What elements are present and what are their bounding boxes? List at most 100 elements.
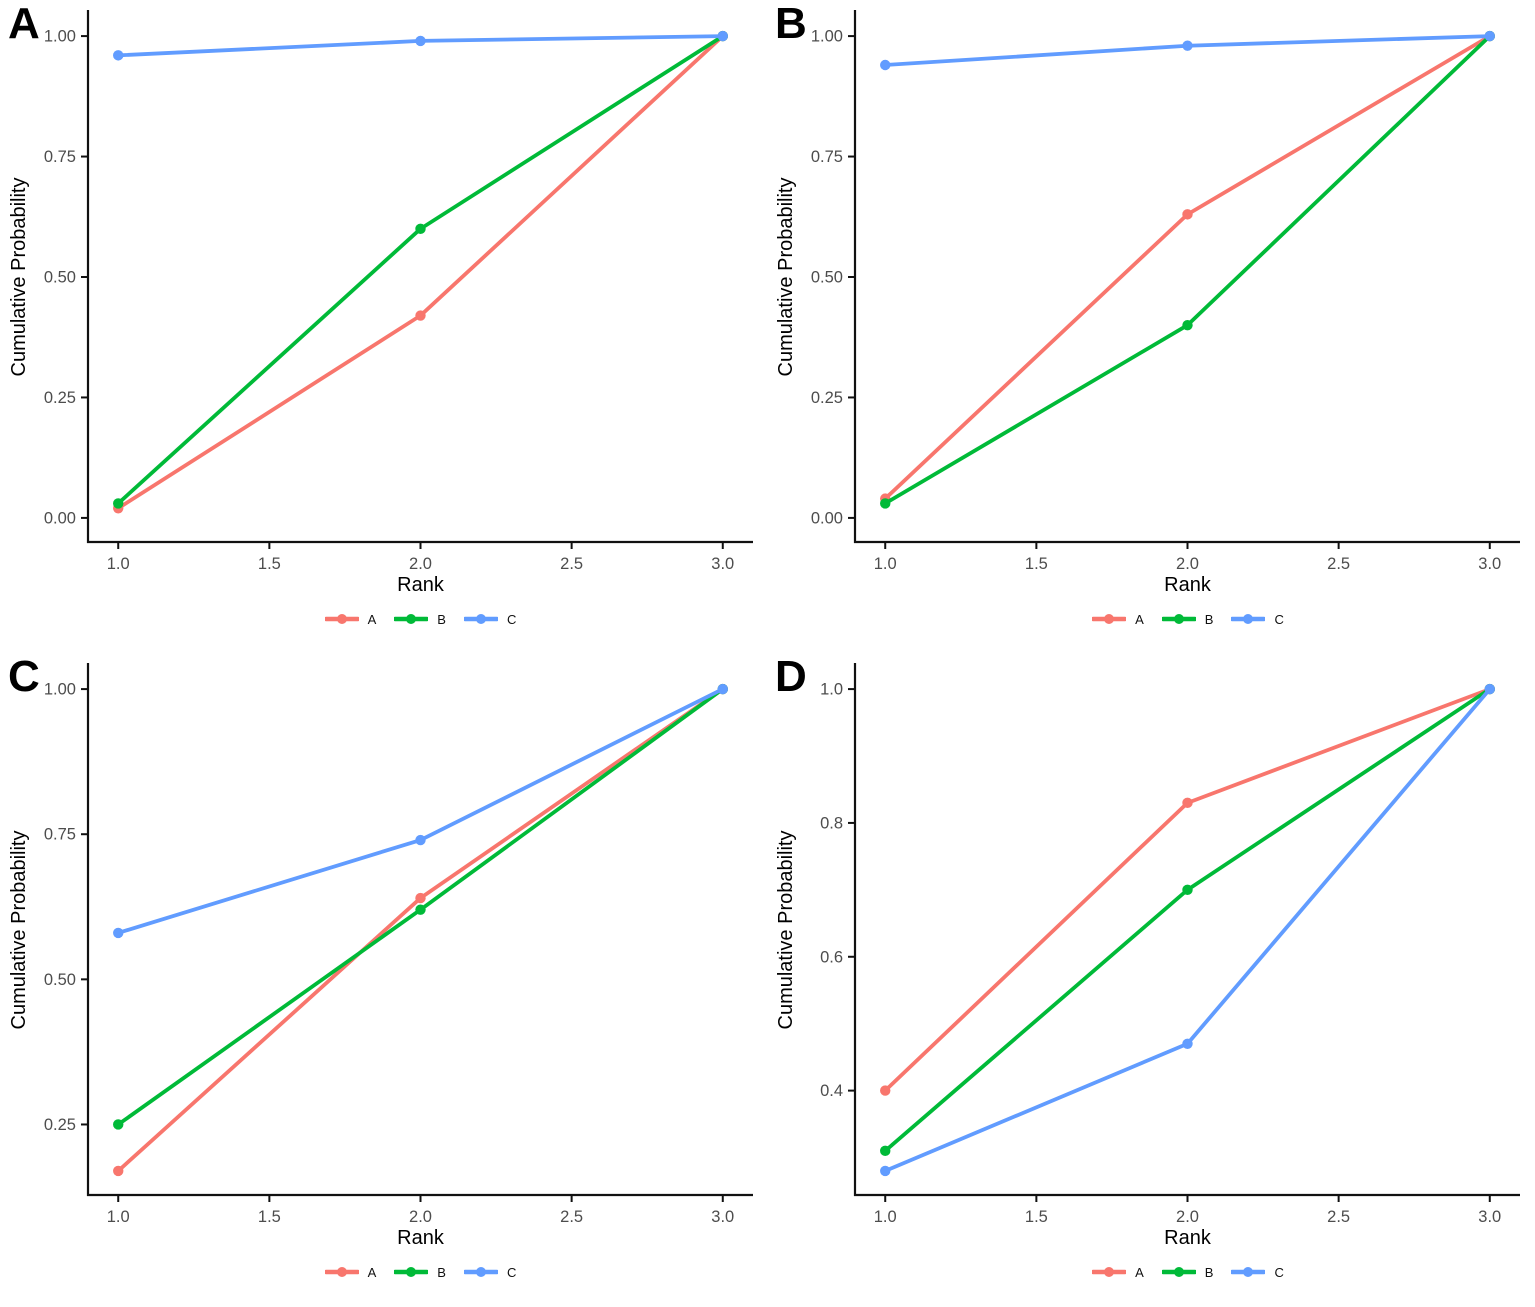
chart-svg-B: 0.00 0.25 0.50 0.75 1.00 1.0 1.5 2.0 2.5 3.0 Rank C… xyxy=(775,10,1520,596)
legend-item-B: B xyxy=(1161,1264,1214,1280)
legend-key-icon-C xyxy=(463,614,498,624)
svg-text:2.0: 2.0 xyxy=(1176,1208,1199,1226)
svg-text:1.00: 1.00 xyxy=(44,681,76,699)
svg-text:Cumulative Probability: Cumulative Probability xyxy=(775,178,797,377)
chart-area-D: 0.4 0.6 0.8 1.0 1.0 1.5 2.0 2.5 3.0 Rank Cumulativ… xyxy=(767,653,1534,1258)
svg-text:2.5: 2.5 xyxy=(1327,555,1350,573)
svg-text:1.5: 1.5 xyxy=(258,555,281,573)
panel-label-A: A xyxy=(8,0,40,48)
legend-item-A: A xyxy=(324,1264,377,1280)
legend-item-C: C xyxy=(463,611,517,627)
legend-key-icon-A xyxy=(1092,614,1127,624)
svg-text:2.0: 2.0 xyxy=(1176,555,1199,573)
legend-key-icon-A xyxy=(1092,1267,1127,1277)
legend-A: A B C xyxy=(0,604,767,634)
svg-text:Cumulative Probability: Cumulative Probability xyxy=(775,831,797,1030)
series-C-D xyxy=(880,683,1495,1177)
legend-item-C: C xyxy=(1231,1264,1284,1280)
chart-svg-A: 0.00 0.25 0.50 0.75 1.00 1.0 1.5 2.0 2.5 3.0 Rank C… xyxy=(8,10,753,596)
svg-text:0.75: 0.75 xyxy=(811,148,843,166)
legend-label-A: A xyxy=(367,611,377,627)
svg-text:0.75: 0.75 xyxy=(44,826,76,844)
chart-area-B: 0.00 0.25 0.50 0.75 1.00 1.0 1.5 2.0 2.5 3.0 Rank C… xyxy=(767,0,1534,605)
legend-key-icon-B xyxy=(1161,614,1196,624)
axes-D: 0.4 0.6 0.8 1.0 1.0 1.5 2.0 2.5 3.0 Rank Cumulativ… xyxy=(775,663,1520,1249)
svg-text:Rank: Rank xyxy=(397,1227,445,1249)
svg-text:1.0: 1.0 xyxy=(107,555,130,573)
svg-text:0.25: 0.25 xyxy=(44,1116,76,1134)
legend-key-icon-C xyxy=(1231,1267,1266,1277)
series-C-B xyxy=(880,30,1495,71)
series-A-A xyxy=(113,30,728,514)
svg-text:1.5: 1.5 xyxy=(258,1208,281,1226)
svg-text:2.5: 2.5 xyxy=(560,555,583,573)
legend-key-icon-C xyxy=(463,1267,498,1277)
legend-key-icon-B xyxy=(394,1267,429,1277)
svg-text:1.0: 1.0 xyxy=(820,681,843,699)
svg-text:2.5: 2.5 xyxy=(1327,1208,1350,1226)
svg-text:2.5: 2.5 xyxy=(560,1208,583,1226)
series-B-A xyxy=(113,30,728,509)
svg-text:Rank: Rank xyxy=(397,574,445,596)
series-B-B xyxy=(880,30,1495,509)
legend-label-C: C xyxy=(506,611,517,627)
legend-item-B: B xyxy=(394,1265,446,1280)
svg-text:0.00: 0.00 xyxy=(44,509,76,527)
svg-text:0.25: 0.25 xyxy=(44,389,76,407)
chart-area-A: 0.00 0.25 0.50 0.75 1.00 1.0 1.5 2.0 2.5 3.0 Rank C… xyxy=(0,0,767,605)
legend-key-icon-B xyxy=(394,614,429,624)
legend-key-icon-A xyxy=(324,614,359,624)
svg-text:3.0: 3.0 xyxy=(1478,1208,1501,1226)
svg-text:Rank: Rank xyxy=(1164,1227,1212,1249)
legend-key-icon-A xyxy=(324,1267,359,1277)
legend-label-A: A xyxy=(1135,611,1144,627)
svg-text:Cumulative Probability: Cumulative Probability xyxy=(8,831,30,1030)
legend-label-A: A xyxy=(1135,1264,1144,1280)
svg-text:3.0: 3.0 xyxy=(711,1208,734,1226)
legend-item-B: B xyxy=(394,612,446,627)
svg-text:1.0: 1.0 xyxy=(107,1208,130,1226)
svg-text:0.4: 0.4 xyxy=(820,1082,843,1100)
panel-A: 0.00 0.25 0.50 0.75 1.00 1.0 1.5 2.0 2.5 3.0 Rank C… xyxy=(0,0,767,653)
legend-D: A B C xyxy=(767,1257,1535,1287)
legend-label-C: C xyxy=(1274,611,1284,627)
svg-text:0.8: 0.8 xyxy=(820,814,843,832)
legend-B: A B C xyxy=(767,604,1535,634)
legend-C: A B C xyxy=(0,1257,767,1287)
axes-A: 0.00 0.25 0.50 0.75 1.00 1.0 1.5 2.0 2.5 3.0 Rank C… xyxy=(8,10,753,596)
panel-label-D: D xyxy=(775,653,807,701)
panel-label-C: C xyxy=(8,653,40,701)
svg-text:0.50: 0.50 xyxy=(811,269,843,287)
panel-C: 0.25 0.50 0.75 1.00 1.0 1.5 2.0 2.5 3.0 Rank Cumul… xyxy=(0,653,767,1307)
svg-text:3.0: 3.0 xyxy=(1478,555,1501,573)
legend-key-icon-B xyxy=(1161,1267,1196,1277)
legend-label-A: A xyxy=(367,1264,377,1280)
panel-D: 0.4 0.6 0.8 1.0 1.0 1.5 2.0 2.5 3.0 Rank Cumulativ… xyxy=(767,653,1535,1307)
svg-text:1.00: 1.00 xyxy=(811,28,843,46)
chart-area-C: 0.25 0.50 0.75 1.00 1.0 1.5 2.0 2.5 3.0 Rank Cumul… xyxy=(0,653,767,1258)
series-A-C xyxy=(113,683,728,1177)
series-B-D xyxy=(880,683,1495,1157)
svg-text:Cumulative Probability: Cumulative Probability xyxy=(8,178,30,377)
legend-label-C: C xyxy=(506,1264,517,1280)
svg-text:3.0: 3.0 xyxy=(711,555,734,573)
chart-svg-D: 0.4 0.6 0.8 1.0 1.0 1.5 2.0 2.5 3.0 Rank Cumulativ… xyxy=(775,663,1520,1249)
legend-label-C: C xyxy=(1274,1264,1284,1280)
series-A-B xyxy=(880,30,1495,504)
series-C-C xyxy=(113,683,728,939)
svg-text:1.0: 1.0 xyxy=(874,1208,897,1226)
svg-text:2.0: 2.0 xyxy=(409,555,432,573)
legend-key-icon-C xyxy=(1231,614,1266,624)
panel-B: 0.00 0.25 0.50 0.75 1.00 1.0 1.5 2.0 2.5 3.0 Rank C… xyxy=(767,0,1535,653)
svg-text:0.00: 0.00 xyxy=(811,509,843,527)
svg-text:1.00: 1.00 xyxy=(44,28,76,46)
axes-C: 0.25 0.50 0.75 1.00 1.0 1.5 2.0 2.5 3.0 Rank Cumul… xyxy=(8,663,753,1249)
svg-text:0.50: 0.50 xyxy=(44,971,76,989)
svg-text:0.75: 0.75 xyxy=(44,148,76,166)
series-C-A xyxy=(113,30,728,61)
svg-text:Rank: Rank xyxy=(1164,574,1212,596)
legend-label-B: B xyxy=(1204,1264,1214,1280)
legend-item-B: B xyxy=(1161,612,1213,627)
svg-text:1.5: 1.5 xyxy=(1025,1208,1048,1226)
